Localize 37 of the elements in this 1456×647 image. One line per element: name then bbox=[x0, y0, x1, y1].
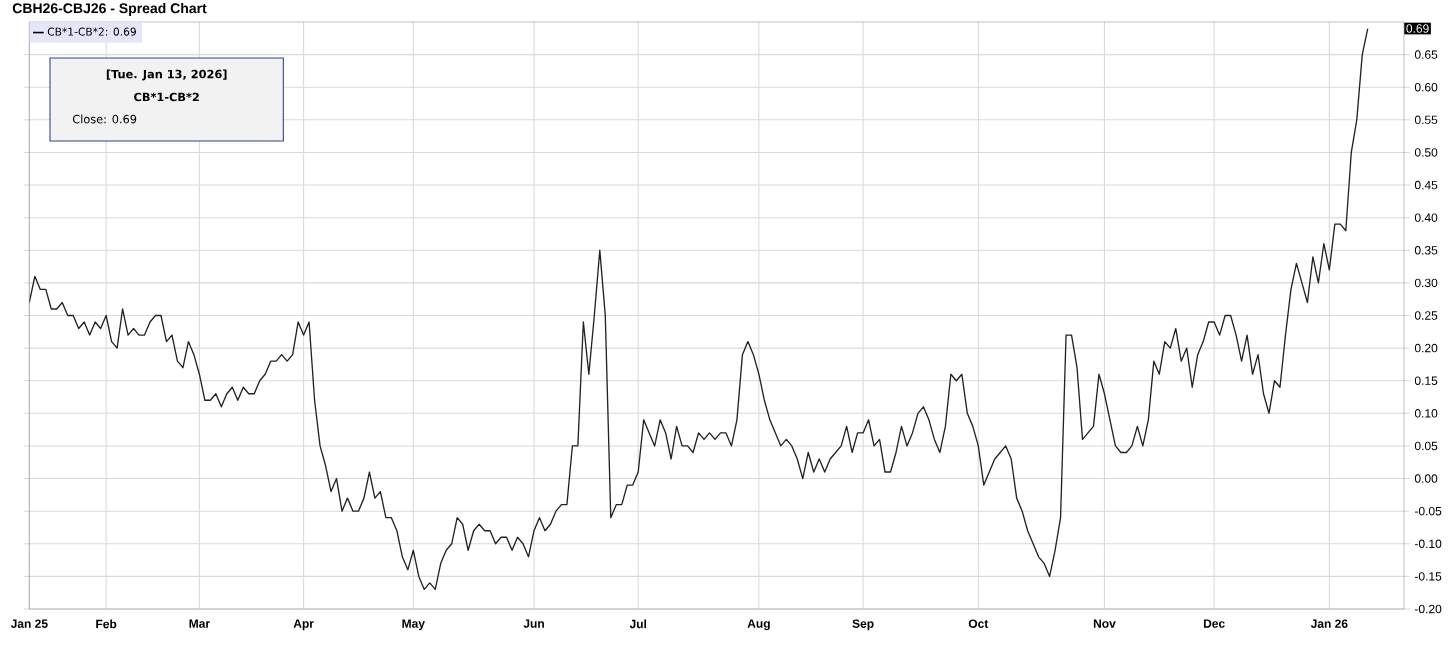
y-tick-label: 0.60 bbox=[1414, 82, 1438, 92]
x-tick-label: Nov bbox=[1093, 619, 1116, 628]
x-tick-label: Dec bbox=[1203, 619, 1225, 628]
x-tick-label: Jul bbox=[629, 619, 647, 629]
x-tick-label: Sep bbox=[852, 619, 874, 631]
y-tick-label: 0.10 bbox=[1414, 409, 1438, 418]
y-tick-label: -0.20 bbox=[1414, 604, 1442, 614]
annotation: CB*1-CB*2 bbox=[134, 92, 199, 102]
y-tick-label: -0.10 bbox=[1414, 539, 1442, 549]
y-tick-label: -0.15 bbox=[1414, 572, 1442, 581]
y-tick-label: 0.40 bbox=[1414, 213, 1438, 222]
y-tick-label: -0.05 bbox=[1414, 506, 1442, 516]
text: 0.69 bbox=[1406, 24, 1429, 33]
x-tick-label: Apr bbox=[293, 619, 314, 631]
y-tick-label: 0.15 bbox=[1414, 376, 1438, 385]
annotation: [Tue. Jan 13, 2026] bbox=[106, 69, 227, 81]
y-tick-label: 0.50 bbox=[1414, 148, 1438, 157]
x-tick-label: Jan 25 bbox=[10, 619, 48, 628]
x-tick-label: Jun bbox=[523, 619, 544, 628]
x-tick-label: Jan 26 bbox=[1310, 619, 1348, 628]
x-tick-label: Feb bbox=[96, 619, 117, 629]
x-tick-label: May bbox=[402, 619, 425, 631]
y-tick-label: 0.30 bbox=[1414, 278, 1438, 288]
y-tick-label: 0.05 bbox=[1414, 441, 1438, 451]
y-tick-label: 0.25 bbox=[1414, 311, 1438, 320]
y-tick-label: 0.20 bbox=[1414, 343, 1438, 353]
y-tick-label: 0.55 bbox=[1414, 115, 1438, 125]
y-tick-label: 0.35 bbox=[1414, 246, 1438, 255]
y-tick-label: 0.65 bbox=[1414, 50, 1438, 59]
x-tick-label: Aug bbox=[747, 619, 770, 631]
text: CB*1-CB*2: 0.69 bbox=[47, 27, 136, 36]
chart-title: CBH26-CBJ26 - Spread Chart bbox=[12, 2, 207, 16]
x-tick-label: Oct bbox=[968, 619, 989, 628]
annotation: Close: 0.69 bbox=[72, 114, 137, 124]
x-tick-label: Mar bbox=[189, 619, 210, 628]
y-tick-label: 0.00 bbox=[1414, 474, 1438, 483]
y-tick-label: 0.45 bbox=[1414, 180, 1438, 190]
